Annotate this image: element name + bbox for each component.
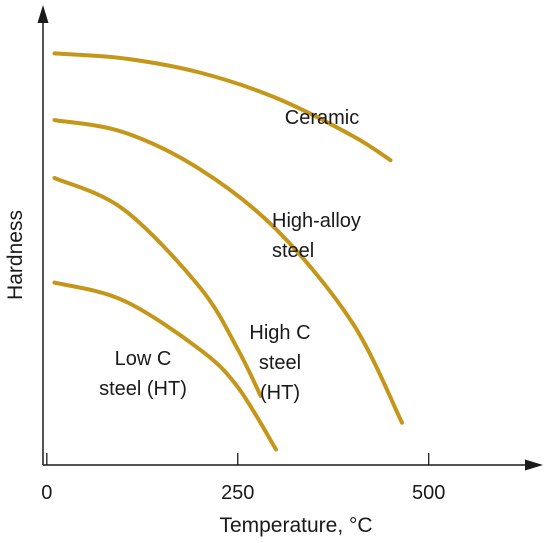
- curve-low-c-steel-ht: [52, 280, 278, 452]
- curve-label-high-c-steel: High C steel (HT): [249, 322, 310, 404]
- y-axis-title: Hardness: [4, 210, 27, 300]
- axes: [37, 5, 543, 471]
- curve-label-line: High C: [249, 322, 310, 344]
- curve-label-line: Ceramic: [285, 107, 359, 129]
- curve-label-line: steel (HT): [99, 378, 187, 400]
- curve-label-line: Low C: [115, 348, 172, 370]
- curve-label-line: (HT): [260, 382, 300, 404]
- curve-label-line: steel: [272, 240, 314, 262]
- curves: [52, 51, 404, 452]
- y-axis-arrow: [37, 5, 49, 23]
- curve-ceramic: [52, 51, 393, 163]
- x-tick-label-0: 0: [41, 482, 52, 504]
- x-axis-arrow: [525, 459, 543, 471]
- x-tick-label-250: 250: [221, 482, 254, 504]
- curve-label-low-c-steel: Low C steel (HT): [99, 348, 187, 400]
- curve-high-alloy-steel: [52, 118, 404, 425]
- curve-label-line: steel: [259, 352, 301, 374]
- x-axis-title: Temperature, °C: [219, 514, 372, 537]
- x-tick-label-500: 500: [412, 482, 445, 504]
- curve-label-ceramic: Ceramic: [285, 107, 359, 129]
- x-ticks: 0 250 500: [41, 453, 445, 504]
- curve-label-high-alloy-steel: High-alloy steel: [272, 210, 361, 262]
- curve-high-c-steel-ht: [52, 176, 263, 398]
- curve-label-line: High-alloy: [272, 210, 361, 232]
